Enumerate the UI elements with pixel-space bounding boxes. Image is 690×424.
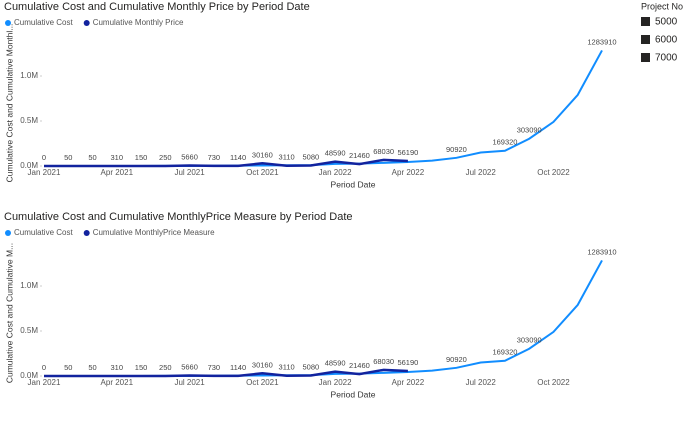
x-tick-label: Jan 2021 bbox=[28, 168, 61, 177]
data-label: 730 bbox=[208, 363, 221, 372]
data-label: 0 bbox=[42, 363, 46, 372]
slicer-item[interactable]: 7000 bbox=[655, 53, 678, 64]
x-tick-label: Apr 2021 bbox=[101, 168, 134, 177]
data-label: 68030 bbox=[373, 147, 394, 156]
slicer-item[interactable]: 6000 bbox=[655, 35, 678, 46]
series-line bbox=[43, 158, 408, 168]
y-tick-label: 1.0M bbox=[20, 71, 38, 80]
data-label: 68030 bbox=[373, 357, 394, 366]
x-tick-label: Oct 2022 bbox=[537, 378, 570, 387]
x-tick-label: Apr 2021 bbox=[101, 378, 134, 387]
data-label: 730 bbox=[208, 153, 221, 162]
y-tick-label: 0.0M bbox=[20, 371, 38, 380]
data-label: 1140 bbox=[230, 363, 246, 372]
series-line bbox=[44, 49, 603, 167]
x-tick-label: Jul 2022 bbox=[466, 378, 497, 387]
legend-marker bbox=[83, 20, 90, 26]
data-label: 3110 bbox=[279, 153, 295, 162]
data-label: 1283910 bbox=[587, 37, 616, 46]
legend-label: Cumulative Monthly Price bbox=[93, 18, 184, 27]
x-tick-label: Oct 2021 bbox=[246, 378, 279, 387]
data-label: 150 bbox=[135, 153, 148, 162]
data-label: 250 bbox=[159, 153, 172, 162]
chart: Cumulative Cost and Cumulative Monthly P… bbox=[4, 1, 617, 189]
x-tick-label: Oct 2022 bbox=[537, 168, 570, 177]
y-tick-label: 0.5M bbox=[20, 116, 38, 125]
data-label: 303090 bbox=[517, 126, 542, 135]
data-label: 310 bbox=[111, 363, 124, 372]
x-tick-label: Jan 2022 bbox=[319, 168, 352, 177]
data-label: 250 bbox=[159, 363, 172, 372]
data-label: 1283910 bbox=[587, 247, 616, 256]
data-label: 50 bbox=[88, 153, 96, 162]
data-label: 5080 bbox=[303, 363, 320, 372]
chart-title: Cumulative Cost and Cumulative Monthly P… bbox=[4, 1, 310, 13]
data-label: 21460 bbox=[349, 151, 370, 160]
x-tick-label: Jan 2021 bbox=[28, 378, 61, 387]
x-tick-label: Jul 2021 bbox=[174, 168, 205, 177]
data-label: 150 bbox=[135, 363, 148, 372]
x-tick-label: Apr 2022 bbox=[392, 378, 425, 387]
series-line bbox=[43, 368, 408, 378]
data-label: 3110 bbox=[279, 363, 295, 372]
data-label: 169320 bbox=[492, 348, 517, 357]
legend-label: Cumulative Cost bbox=[14, 228, 73, 237]
x-tick-label: Jul 2022 bbox=[466, 168, 497, 177]
data-label: 5660 bbox=[181, 362, 198, 371]
slicer-title: Project No bbox=[641, 1, 683, 11]
y-tick-label: 0.0M bbox=[20, 161, 38, 170]
data-label: 21460 bbox=[349, 361, 370, 370]
data-label: 48590 bbox=[325, 149, 346, 158]
data-label: 56190 bbox=[397, 148, 418, 157]
slicer-checkbox[interactable] bbox=[641, 53, 650, 62]
y-axis-title: Cumulative Cost and Cumulative Monthl... bbox=[4, 24, 14, 183]
y-axis-title: Cumulative Cost and Cumulative M... bbox=[4, 243, 14, 383]
slicer-checkbox[interactable] bbox=[641, 35, 650, 44]
x-axis-title: Period Date bbox=[331, 179, 376, 189]
series-line bbox=[44, 259, 603, 377]
x-tick-label: Apr 2022 bbox=[392, 168, 425, 177]
x-tick-label: Jan 2022 bbox=[319, 378, 352, 387]
data-label: 303090 bbox=[517, 336, 542, 345]
data-label: 5660 bbox=[181, 152, 198, 161]
data-label: 169320 bbox=[492, 138, 517, 147]
data-label: 90920 bbox=[446, 145, 467, 154]
y-tick-label: 1.0M bbox=[20, 281, 38, 290]
data-label: 30160 bbox=[252, 360, 273, 369]
data-label: 310 bbox=[111, 153, 124, 162]
legend-label: Cumulative MonthlyPrice Measure bbox=[93, 228, 215, 237]
data-label: 50 bbox=[88, 363, 96, 372]
x-tick-label: Jul 2021 bbox=[174, 378, 205, 387]
data-label: 0 bbox=[42, 153, 46, 162]
slicer-item[interactable]: 5000 bbox=[655, 17, 678, 28]
legend-marker bbox=[5, 20, 11, 26]
slicer-checkbox[interactable] bbox=[641, 17, 650, 26]
data-label: 48590 bbox=[325, 359, 346, 368]
data-label: 30160 bbox=[252, 150, 273, 159]
y-tick-label: 0.5M bbox=[20, 326, 38, 335]
legend-marker bbox=[5, 230, 11, 236]
data-label: 1140 bbox=[230, 153, 246, 162]
data-label: 50 bbox=[64, 363, 72, 372]
chart-title: Cumulative Cost and Cumulative MonthlyPr… bbox=[4, 211, 353, 223]
chart: Cumulative Cost and Cumulative MonthlyPr… bbox=[4, 211, 617, 399]
data-label: 90920 bbox=[446, 355, 467, 364]
x-axis-title: Period Date bbox=[331, 389, 376, 399]
x-tick-label: Oct 2021 bbox=[246, 168, 279, 177]
data-label: 56190 bbox=[397, 358, 418, 367]
legend-marker bbox=[83, 230, 90, 236]
legend-label: Cumulative Cost bbox=[14, 18, 73, 27]
data-label: 5080 bbox=[303, 153, 320, 162]
data-label: 50 bbox=[64, 153, 72, 162]
